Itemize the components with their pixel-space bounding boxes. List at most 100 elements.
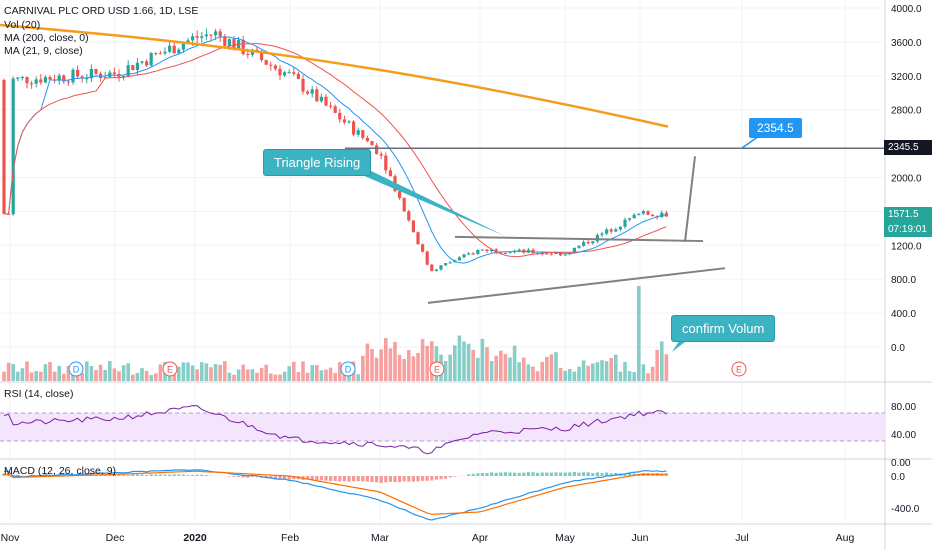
candle-body	[273, 65, 277, 69]
candle-body	[204, 34, 208, 37]
volume-bar	[425, 345, 429, 381]
volume-bar	[34, 371, 38, 381]
target-level-tag: 2345.5	[884, 140, 932, 155]
macd-histogram-bar	[549, 472, 553, 476]
macd-signal-line	[4, 470, 667, 515]
volume-bar	[494, 355, 498, 381]
candle-body	[25, 76, 29, 84]
triangle-callout[interactable]: Triangle Rising	[263, 149, 372, 176]
volume-bar	[241, 364, 245, 381]
macd-histogram-bar	[517, 472, 521, 476]
candle-body	[310, 89, 314, 94]
legend-vol: Vol (20)	[4, 19, 41, 31]
volume-bar	[20, 368, 25, 381]
candle-body	[66, 81, 70, 83]
volume-bar	[637, 286, 641, 381]
macd-histogram-bar	[595, 472, 599, 476]
countdown-tag: 07:19:01	[884, 222, 932, 237]
price-tick-label: 3600.0	[891, 38, 922, 49]
volume-bar	[540, 361, 544, 381]
macd-histogram-bar	[499, 472, 503, 476]
volume-bar	[623, 361, 627, 381]
volume-bar	[52, 371, 57, 381]
volume-bar	[388, 348, 393, 381]
candle-body	[177, 49, 181, 54]
macd-histogram-bar	[62, 474, 66, 476]
triangle-callout-pointer	[355, 168, 505, 236]
candle-body	[94, 68, 98, 74]
volume-bar	[181, 362, 186, 381]
volume-bar	[660, 341, 664, 381]
macd-histogram-bar	[292, 476, 296, 480]
volume-callout[interactable]: confirm Volum	[671, 315, 776, 342]
volume-bar	[462, 341, 466, 381]
volume-bar	[549, 354, 554, 381]
macd-histogram-bar	[439, 476, 443, 480]
volume-bar	[338, 362, 342, 381]
macd-histogram-bar	[393, 476, 397, 483]
macd-histogram-bar	[591, 473, 595, 476]
candle-body	[641, 211, 645, 214]
macd-histogram-bar	[628, 473, 632, 476]
macd-histogram-bar	[319, 476, 323, 481]
macd-histogram-bar	[195, 474, 199, 476]
volume-bar	[269, 373, 273, 381]
volume-bar	[508, 357, 512, 381]
macd-histogram-bar	[522, 472, 526, 476]
macd-histogram-bar	[370, 476, 374, 483]
volume-bar	[384, 338, 388, 381]
volume-bar	[554, 352, 558, 381]
candle-body	[195, 36, 199, 38]
macd-histogram-bar	[103, 474, 107, 476]
candle-body	[572, 247, 576, 253]
volume-bar	[595, 362, 600, 381]
candle-body	[269, 64, 273, 66]
macd-histogram-bar	[145, 475, 149, 476]
target-flag[interactable]: 2354.5	[749, 118, 802, 138]
macd-histogram-bar	[582, 472, 586, 476]
candle-body	[628, 218, 632, 220]
candle-body	[402, 197, 406, 212]
candle-body	[324, 96, 328, 106]
candle-body	[632, 214, 636, 219]
macd-histogram-bar	[163, 474, 167, 476]
volume-bar	[517, 362, 521, 381]
macd-histogram-bar	[200, 474, 204, 476]
volume-bar	[227, 372, 232, 381]
volume-bar	[641, 364, 646, 381]
volume-bar	[172, 374, 176, 381]
macd-histogram-bar	[485, 473, 489, 476]
volume-bar	[296, 372, 301, 381]
rsi-panel	[0, 405, 885, 455]
legend-macd: MACD (12, 26, close, 9)	[4, 465, 117, 477]
time-tick-label: Aug	[836, 532, 855, 544]
candle-body	[540, 253, 544, 255]
candle-body	[494, 249, 498, 253]
macd-histogram-bar	[181, 474, 185, 476]
time-tick-label: Mar	[371, 532, 390, 544]
macd-histogram-bar	[536, 472, 540, 476]
volume-bar	[600, 360, 604, 381]
candle-body	[430, 264, 434, 271]
macd-histogram-bar	[425, 476, 429, 481]
macd-histogram-bar	[490, 472, 494, 476]
legend-ma21: MA (21, 9, close)	[4, 45, 83, 57]
volume-bar	[186, 362, 190, 381]
volume-bar	[94, 369, 98, 381]
macd-histogram-bar	[540, 472, 544, 476]
earnings-marker-label: E	[736, 365, 742, 375]
candle-body	[664, 212, 668, 217]
candle-body	[241, 39, 245, 55]
candle-body	[11, 78, 15, 215]
volume-bar	[190, 365, 195, 381]
volume-bar	[632, 372, 636, 381]
macd-histogram-bar	[352, 476, 356, 482]
volume-bar	[577, 366, 581, 381]
volume-bar	[131, 374, 135, 381]
volume-bar	[264, 364, 268, 381]
candle-body	[342, 119, 346, 123]
volume-bar	[25, 361, 29, 381]
candle-body	[379, 154, 383, 156]
